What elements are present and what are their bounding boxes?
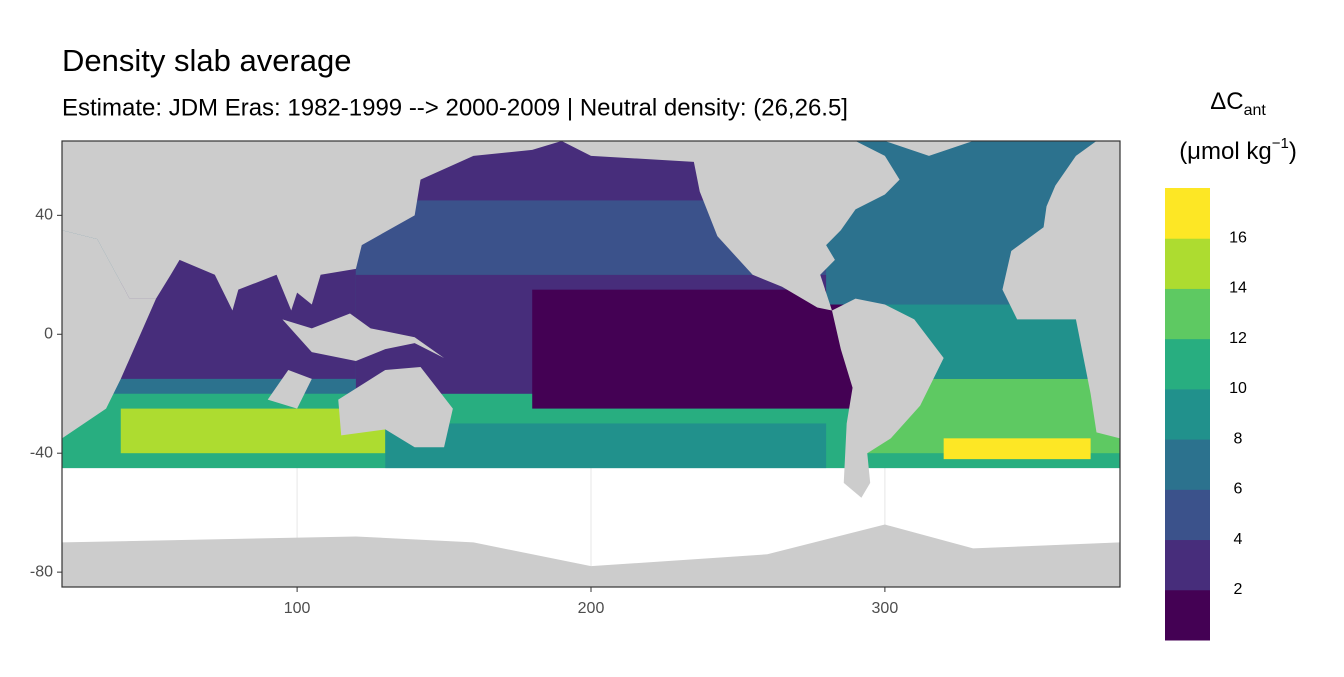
chart-subtitle: Estimate: JDM Eras: 1982-1999 --> 2000-2… <box>62 94 848 121</box>
legend-swatch <box>1165 188 1210 239</box>
legend-unit: (μmol kg−1) <box>1179 135 1297 165</box>
legend-unit-end: ) <box>1289 138 1297 165</box>
land <box>282 313 445 362</box>
legend-swatch <box>1165 288 1210 340</box>
legend-label: 16 <box>1229 229 1247 246</box>
land <box>831 298 944 498</box>
legend-label: 4 <box>1234 531 1243 548</box>
land <box>338 366 453 448</box>
land <box>62 230 157 439</box>
legend-swatch <box>1165 489 1210 541</box>
legend-label: 12 <box>1229 330 1247 347</box>
land <box>1002 141 1120 439</box>
legend-title-main: ΔC <box>1210 88 1243 115</box>
land <box>267 369 312 409</box>
legend-label: 10 <box>1229 380 1247 397</box>
legend-swatch <box>1165 388 1210 440</box>
y-tick-label: -80 <box>30 563 53 580</box>
chart-title: Density slab average <box>62 43 352 78</box>
x-tick-label: 300 <box>872 600 899 617</box>
legend-label: 2 <box>1234 581 1243 598</box>
legend-label: 14 <box>1229 280 1247 297</box>
legend-swatch <box>1165 589 1210 641</box>
y-tick-label: 40 <box>35 207 53 224</box>
x-tick-label: 100 <box>284 600 311 617</box>
legend-title: ΔCant <box>1210 88 1266 119</box>
land <box>884 141 974 156</box>
land <box>561 141 900 311</box>
antarctica <box>62 524 1120 587</box>
legend-unit-sup: −1 <box>1272 135 1289 152</box>
ocean-zone <box>532 289 856 409</box>
legend-swatch <box>1165 539 1210 591</box>
ocean-zone <box>385 423 827 469</box>
plot-panel <box>61 140 1121 588</box>
y-tick-label: 0 <box>44 325 53 342</box>
x-tick-label: 200 <box>578 600 605 617</box>
legend-title-sub: ant <box>1244 102 1267 119</box>
legend-unit-main: (μmol kg <box>1179 138 1272 165</box>
legend: 2 4 6 8 10 12 14 16 <box>1165 188 1247 641</box>
legend-label: 6 <box>1234 481 1243 498</box>
legend-label: 8 <box>1234 430 1243 447</box>
legend-swatch <box>1165 338 1210 390</box>
legend-swatch <box>1165 439 1210 490</box>
y-tick-label: -40 <box>30 444 53 461</box>
land <box>62 141 562 311</box>
legend-swatch <box>1165 238 1210 289</box>
ocean-zone <box>943 438 1091 460</box>
